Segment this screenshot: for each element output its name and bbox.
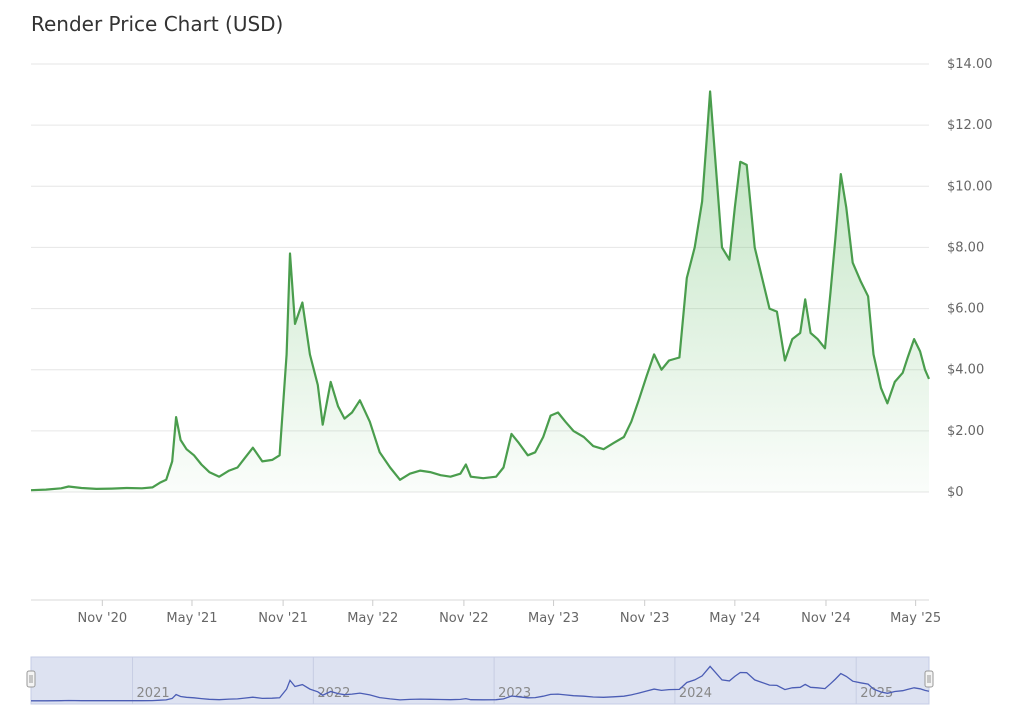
navigator-handle-left[interactable] [26,670,36,688]
price-line [30,90,931,492]
price-area-fill [31,91,929,492]
navigator[interactable]: 2021 2022 2023 2024 2025 [26,656,934,705]
y-tick-label: $2.00 [947,424,984,439]
y-tick-label: $12.00 [947,118,993,133]
x-tick-label: May '21 [166,611,217,626]
y-tick-label: $10.00 [947,179,993,194]
y-tick-label: $0 [947,485,964,500]
chart-title: Render Price Chart (USD) [31,12,284,36]
navigator-line [31,665,930,702]
y-axis: $0 $2.00 $4.00 $6.00 $8.00 $10.00 $12.00 $14.00 [947,57,993,500]
x-tick-label: May '22 [347,611,398,626]
navigator-year-label: 2024 [679,686,712,701]
x-tick-label: Nov '22 [439,611,489,626]
navigator-year-label: 2021 [137,686,170,701]
x-tick-label: Nov '20 [78,611,128,626]
plot-layer [30,90,931,492]
x-tick-label: Nov '21 [258,611,308,626]
navigator-handle-right[interactable] [924,670,934,688]
x-tick-label: May '23 [528,611,579,626]
y-tick-label: $8.00 [947,240,984,255]
x-tick-label: Nov '24 [801,611,851,626]
x-tick-label: May '24 [709,611,760,626]
y-tick-label: $4.00 [947,363,984,378]
grid-layer [31,63,929,601]
navigator-year-label: 2025 [860,686,893,701]
x-tick-label: Nov '23 [620,611,670,626]
y-tick-label: $6.00 [947,302,984,317]
x-tick-label: May '25 [890,611,941,626]
y-tick-label: $14.00 [947,57,993,72]
x-axis: Nov '20 May '21 Nov '21 May '22 Nov '22 May '… [78,600,941,626]
navigator-year-label: 2022 [317,686,350,701]
